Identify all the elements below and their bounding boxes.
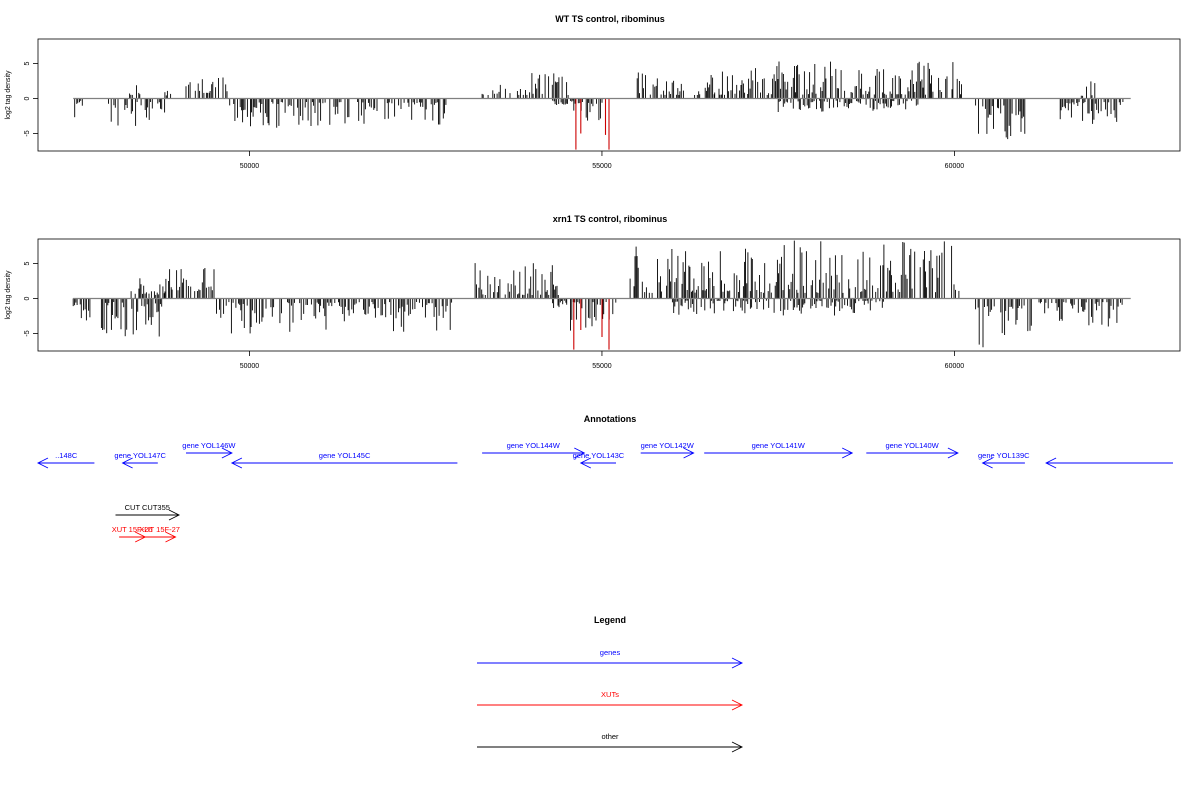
annotation-cut-cut355-label: CUT CUT355	[125, 503, 170, 512]
annotation-unlabeled-arrowhead	[1045, 457, 1057, 469]
annotations-track: Annotations ..148C gene YOL147C gene YOL14…	[36, 414, 1173, 543]
annotation-xut-15f-26-label: XUT 15F-26	[112, 525, 153, 534]
annotation-gene-yol146w-arrowhead	[221, 447, 233, 459]
legend-xuts-label: XUTs	[601, 690, 619, 699]
legend: Legend genes XUTs other	[477, 615, 744, 753]
annotation-gene-yol148c-arrowhead	[36, 457, 49, 469]
legend-genes-label: genes	[600, 648, 621, 657]
wt-y-tick-label: 0	[24, 96, 31, 100]
wt-panel-title: WT TS control, ribominus	[555, 14, 665, 24]
annotation-gene-yol139c-arrowhead	[981, 457, 993, 469]
annotation-gene-yol145c-label: gene YOL145C	[319, 451, 371, 460]
annotation-gene-yol144w-arrowhead	[574, 447, 586, 459]
legend-genes-arrowhead	[731, 657, 744, 669]
xrn1-x-tick-label: 60000	[945, 363, 965, 370]
wt-x-tick-label: 55000	[592, 163, 612, 170]
wt-plot-frame	[37, 38, 1181, 152]
annotation-gene-yol143c-arrowhead	[579, 457, 592, 469]
legend-title: Legend	[594, 615, 626, 625]
wt-x-tick-label: 50000	[240, 163, 260, 170]
annotation-gene-yol140w-label: gene YOL140W	[885, 441, 939, 450]
legend-xuts-arrowhead	[731, 699, 744, 711]
xrn1-y-tick-label: -5	[24, 330, 31, 336]
xrn1-panel-title: xrn1 TS control, ribominus	[553, 214, 668, 224]
xrn1-x-tick-label: 50000	[240, 363, 260, 370]
legend-items: genes XUTs other	[477, 648, 744, 753]
wt-x-tick-label: 60000	[945, 163, 965, 170]
xrn1-y-tick-label: 5	[24, 261, 31, 265]
wt-y-tick-label: 5	[24, 61, 31, 65]
legend-other-label: other	[601, 732, 619, 741]
annotation-gene-yol145c-arrowhead	[230, 457, 243, 469]
annotation-gene-yol144w-label: gene YOL144W	[507, 441, 561, 450]
xrn1-y-tick-label: 0	[24, 296, 31, 300]
wt-y-axis-label: log2 tag density	[5, 70, 12, 120]
annotation-gene-yol142w-arrowhead	[683, 447, 695, 459]
annotation-gene-yol147c-label: gene YOL147C	[114, 451, 166, 460]
annotation-gene-yol148c-label: ..148C	[55, 451, 78, 460]
wt-bar-group	[74, 61, 1124, 150]
xrn1-density-panel: xrn1 TS control, ribominus log2 tag dens…	[5, 214, 1181, 370]
annotation-xut-15f-27-label: XUT 15F-27	[139, 525, 180, 534]
wt-axes: 50000 55000 60000 -5 0 5	[24, 38, 1181, 170]
annotation-features: ..148C gene YOL147C gene YOL146W gene YOL14…	[36, 441, 1173, 543]
xrn1-x-tick-label: 55000	[592, 363, 612, 370]
xrn1-y-axis-label: log2 tag density	[5, 270, 12, 320]
annotation-cut-cut355-arrowhead	[168, 509, 181, 521]
annotation-xut-15f-27-arrowhead	[165, 531, 177, 543]
annotation-gene-yol142w-label: gene YOL142W	[641, 441, 695, 450]
annotation-gene-yol141w-arrowhead	[841, 447, 854, 459]
xrn1-axes: 50000 55000 60000 -5 0 5	[24, 238, 1181, 370]
xrn1-bar-group	[72, 240, 1123, 350]
annotation-gene-yol141w-label: gene YOL141W	[752, 441, 806, 450]
legend-other-arrowhead	[731, 741, 744, 753]
annotation-gene-yol143c-label: gene YOL143C	[573, 451, 625, 460]
wt-y-tick-label: -5	[24, 130, 31, 136]
xrn1-plot-frame	[37, 238, 1181, 352]
wt-density-panel: WT TS control, ribominus log2 tag densit…	[5, 14, 1181, 170]
annotations-title: Annotations	[584, 414, 637, 424]
annotation-gene-yol139c-label: gene YOL139C	[978, 451, 1030, 460]
annotation-gene-yol140w-arrowhead	[947, 447, 959, 459]
annotation-gene-yol146w-label: gene YOL146W	[182, 441, 236, 450]
annotation-gene-yol147c-arrowhead	[121, 457, 133, 469]
